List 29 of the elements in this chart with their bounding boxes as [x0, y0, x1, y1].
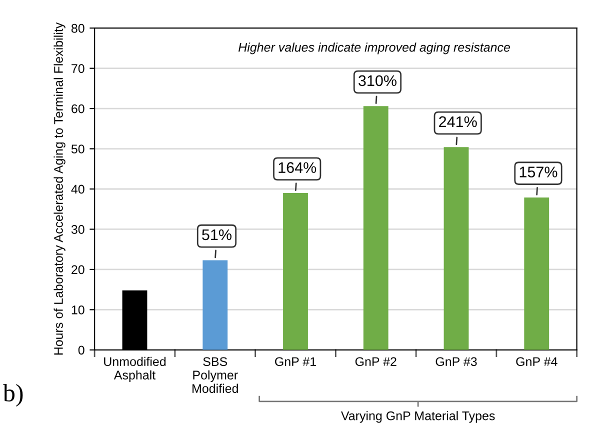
bar — [202, 260, 228, 350]
x-tick-label: SBS Polymer Modified — [192, 357, 238, 393]
x-tick-label: Unmodified Asphalt — [104, 356, 166, 382]
x-tick-label: GnP #3 — [436, 357, 477, 366]
y-tick-label: 80 — [71, 24, 84, 33]
bar — [444, 147, 469, 350]
x-tick-label: GnP #1 — [275, 357, 316, 366]
annotation: 157% — [520, 166, 558, 178]
bar — [363, 106, 388, 350]
y-tick-label: 40 — [71, 184, 84, 194]
y-tick-label: 70 — [72, 64, 84, 73]
bar — [283, 193, 308, 350]
annotation: Higher values indicate improved aging resistance — [238, 42, 510, 54]
text: b) — [2, 384, 23, 407]
y-tick-label: 50 — [71, 144, 84, 154]
y-tick-label: 20 — [72, 265, 84, 274]
annotation: 51% — [202, 229, 232, 240]
annotation: 310% — [358, 75, 396, 86]
y-tick-label: 30 — [71, 225, 84, 234]
y-tick-label: 10 — [72, 305, 84, 314]
annotation: 241% — [439, 116, 477, 128]
y-tick-label: 0 — [78, 346, 84, 355]
y-axis-title: Hours of Laboratory Accelerated Aging to Terminal Flexibility — [54, 22, 66, 355]
x-tick-label: GnP #4 — [516, 357, 558, 366]
y-tick-label: 60 — [72, 104, 84, 114]
bar — [524, 197, 550, 350]
annotation: 164% — [278, 162, 316, 173]
text: Varying GnP Material Types — [341, 411, 495, 423]
x-tick-label: GnP #2 — [355, 357, 396, 366]
